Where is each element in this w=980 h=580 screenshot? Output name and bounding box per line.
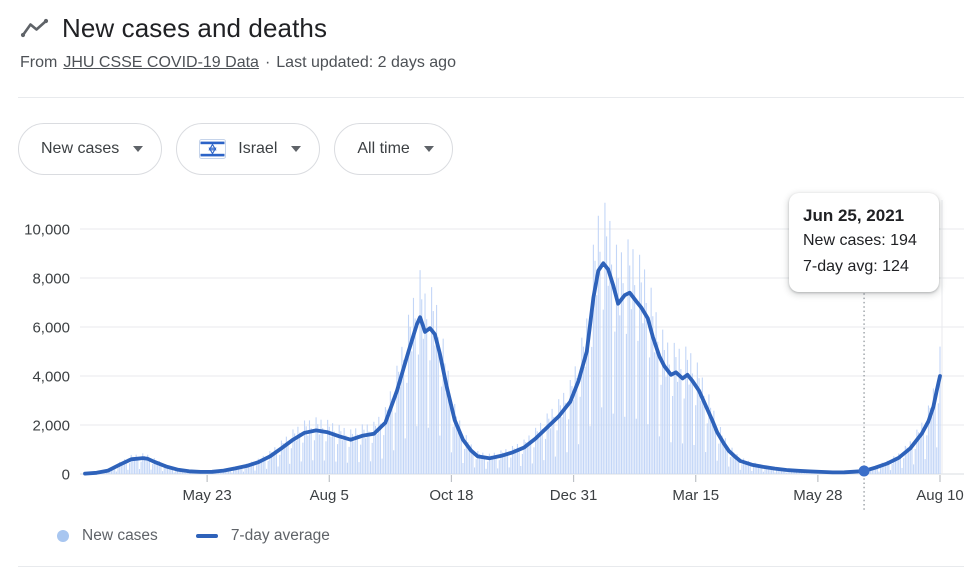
trending-line-icon [20, 17, 50, 41]
legend-label: New cases [82, 527, 158, 544]
y-axis-label: 8,000 [32, 271, 70, 288]
y-axis-label: 2,000 [32, 418, 70, 435]
y-axis-label: 6,000 [32, 320, 70, 337]
new-cases-swatch-icon [57, 530, 69, 542]
chart-tooltip: Jun 25, 2021 New cases: 194 7-day avg: 1… [789, 193, 939, 292]
metric-dropdown[interactable]: New cases [18, 123, 163, 175]
israel-flag-icon [199, 139, 227, 159]
last-updated-text: Last updated: 2 days ago [276, 54, 456, 71]
x-axis-label: Mar 15 [672, 487, 719, 504]
chevron-down-icon [291, 146, 302, 152]
highlighted-point-marker[interactable] [858, 465, 870, 477]
y-axis-label: 4,000 [32, 369, 70, 386]
source-line: From JHU CSSE COVID-19 Data · Last updat… [20, 54, 456, 72]
legend-label: 7-day average [230, 527, 330, 544]
x-axis-label: May 23 [183, 487, 232, 504]
x-axis-label: Oct 18 [429, 487, 473, 504]
y-axis-label: 0 [62, 467, 70, 484]
time-range-dropdown-label: All time [357, 140, 410, 157]
tooltip-avg: 7-day avg: 124 [803, 258, 909, 275]
chevron-down-icon [423, 146, 434, 152]
header: New cases and deaths From JHU CSSE COVID… [20, 13, 456, 72]
filter-bar: New cases Israel All time [18, 123, 453, 175]
region-dropdown-label: Israel [238, 140, 278, 157]
x-axis-label: Dec 31 [550, 487, 598, 504]
region-dropdown[interactable]: Israel [176, 123, 321, 175]
page-title: New cases and deaths [62, 13, 328, 43]
separator-dot: · [264, 54, 271, 71]
x-axis-label: Aug 5 [310, 487, 349, 504]
chart-legend: New cases 7-day average [57, 527, 330, 545]
7day-average-line [83, 261, 942, 476]
legend-item-new-cases: New cases [57, 527, 158, 545]
x-axis-label: May 28 [793, 487, 842, 504]
source-prefix: From [20, 54, 58, 71]
footer-divider [18, 566, 964, 567]
x-axis-label: Aug 10 [916, 487, 964, 504]
metric-dropdown-label: New cases [41, 140, 120, 157]
header-divider [18, 97, 964, 98]
source-link[interactable]: JHU CSSE COVID-19 Data [63, 54, 259, 71]
cases-chart[interactable]: 0 2,000 4,000 6,000 8,000 10,000 May 23 Aug 5 Oc… [0, 185, 980, 520]
time-range-dropdown[interactable]: All time [334, 123, 453, 175]
tooltip-new-cases: New cases: 194 [803, 232, 917, 249]
legend-item-7day-average: 7-day average [195, 527, 330, 545]
tooltip-date: Jun 25, 2021 [803, 206, 905, 225]
7day-average-swatch-icon [195, 534, 218, 538]
y-axis-label: 10,000 [24, 222, 70, 239]
chevron-down-icon [133, 146, 144, 152]
